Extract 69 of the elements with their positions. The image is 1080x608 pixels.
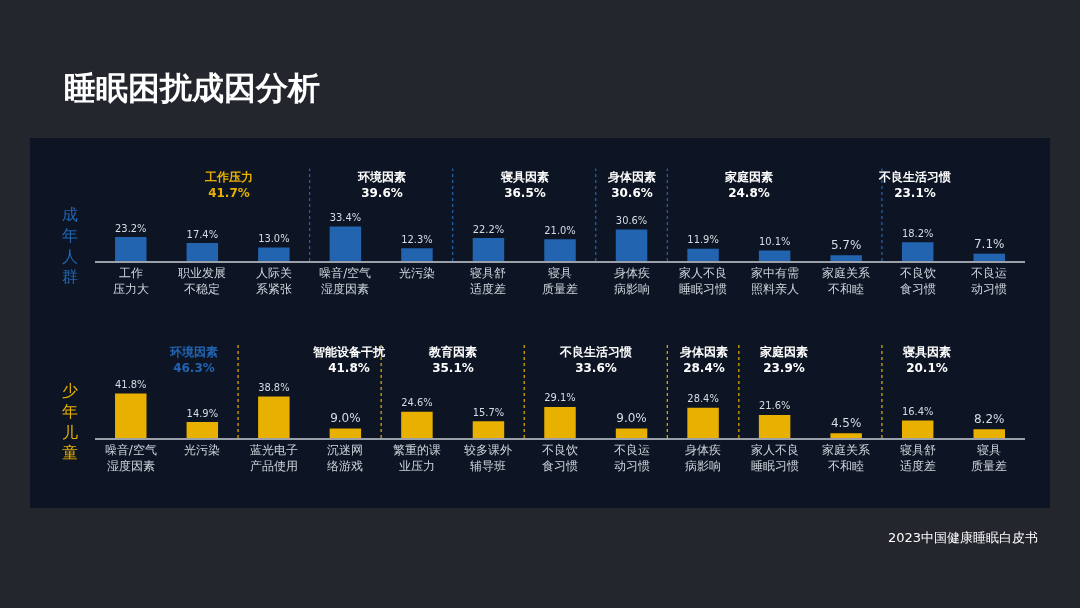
data-label: 30.6% xyxy=(615,214,648,226)
data-label: 10.1% xyxy=(758,236,791,248)
x-tick-label: 不良饮食习惯 xyxy=(542,443,578,473)
data-label: 11.9% xyxy=(687,234,719,246)
x-tick-label: 职业发展不稳定 xyxy=(178,266,227,296)
x-tick-label: 家庭关系不和睦 xyxy=(822,443,871,473)
data-label: 12.3% xyxy=(401,233,433,245)
data-label: 41.8% xyxy=(115,378,147,390)
chart-title: 智能设备干扰 41.8% xyxy=(312,345,386,375)
x-tick-label: 沉迷网络游戏 xyxy=(327,443,364,473)
chart-title: 寝具因素 36.5% xyxy=(500,170,549,200)
chart-title: 环境因素 46.3% xyxy=(169,345,218,375)
x-tick-label: 工作压力大 xyxy=(112,266,149,296)
data-label: 4.5% xyxy=(830,416,862,431)
text: 睡眠困扰成因分析 xyxy=(64,69,320,107)
text: 2023中国健康睡眠白皮书 xyxy=(888,530,1039,545)
x-tick-label: 较多课外辅导班 xyxy=(464,443,513,473)
x-tick-label: 身体疾病影响 xyxy=(613,266,650,296)
chart-title: 环境因素 39.6% xyxy=(357,170,406,200)
data-label: 21.6% xyxy=(758,400,791,412)
chart-title: 寝具因素 20.1% xyxy=(902,345,951,375)
data-label: 23.2% xyxy=(115,222,147,234)
chart-title: 教育因素 35.1% xyxy=(428,345,477,375)
x-tick-label: 不良饮食习惯 xyxy=(899,266,936,296)
x-tick-label: 不良运动习惯 xyxy=(971,266,1008,296)
x-tick-label: 身体疾病影响 xyxy=(685,443,722,473)
data-label: 15.7% xyxy=(472,406,505,418)
data-label: 8.2% xyxy=(973,412,1005,427)
chart-title: 不良生活习惯 23.1% xyxy=(878,170,951,200)
x-tick-label: 噪音/空气湿度因素 xyxy=(104,443,157,473)
x-tick-label: 光污染 xyxy=(398,266,435,281)
data-label: 38.8% xyxy=(258,382,290,394)
data-label: 14.9% xyxy=(186,407,219,419)
chart-title: 身体因素 30.6% xyxy=(607,170,656,200)
y-axis-title: 成年人群 xyxy=(62,205,78,287)
data-label: 7.1% xyxy=(973,236,1005,251)
data-label: 22.2% xyxy=(472,223,505,235)
data-label: 17.4% xyxy=(186,228,219,240)
data-label: 13.0% xyxy=(258,233,290,245)
data-label: 29.1% xyxy=(544,392,576,404)
data-label: 18.2% xyxy=(901,227,934,239)
chart-title: 家庭因素 23.9% xyxy=(759,345,808,375)
x-tick-label: 寝具质量差 xyxy=(542,266,578,296)
data-label: 33.4% xyxy=(329,212,362,224)
x-tick-label: 家庭关系不和睦 xyxy=(822,266,871,296)
x-tick-label: 家人不良睡眠习惯 xyxy=(679,266,728,296)
y-axis-title: 少年儿童 xyxy=(62,381,78,463)
x-tick-label: 家中有需照料亲人 xyxy=(750,266,799,296)
data-label: 21.0% xyxy=(544,224,576,236)
x-tick-label: 寝具质量差 xyxy=(971,443,1008,473)
x-tick-label: 家人不良睡眠习惯 xyxy=(750,443,799,473)
data-label: 9.0% xyxy=(616,411,647,426)
x-tick-label: 不良运动习惯 xyxy=(613,443,650,473)
x-tick-label: 蓝光电子产品使用 xyxy=(249,443,298,473)
data-label: 5.7% xyxy=(830,238,862,253)
x-tick-label: 寝具舒适度差 xyxy=(470,266,507,296)
data-label: 28.4% xyxy=(687,393,719,405)
chart-title: 身体因素 28.4% xyxy=(679,345,728,375)
x-tick-label: 噪音/空气湿度因素 xyxy=(319,266,372,296)
x-tick-label: 光污染 xyxy=(184,443,221,458)
x-tick-label: 繁重的课业压力 xyxy=(392,443,441,473)
chart-title: 家庭因素 24.8% xyxy=(724,170,773,200)
x-tick-label: 寝具舒适度差 xyxy=(899,443,936,473)
x-tick-label: 人际关系紧张 xyxy=(255,266,292,296)
data-label: 16.4% xyxy=(901,406,934,418)
data-label: 9.0% xyxy=(330,411,361,426)
data-label: 24.6% xyxy=(401,397,433,409)
chart-title: 不良生活习惯 33.6% xyxy=(559,345,632,375)
chart-title: 工作压力 41.7% xyxy=(204,170,253,200)
